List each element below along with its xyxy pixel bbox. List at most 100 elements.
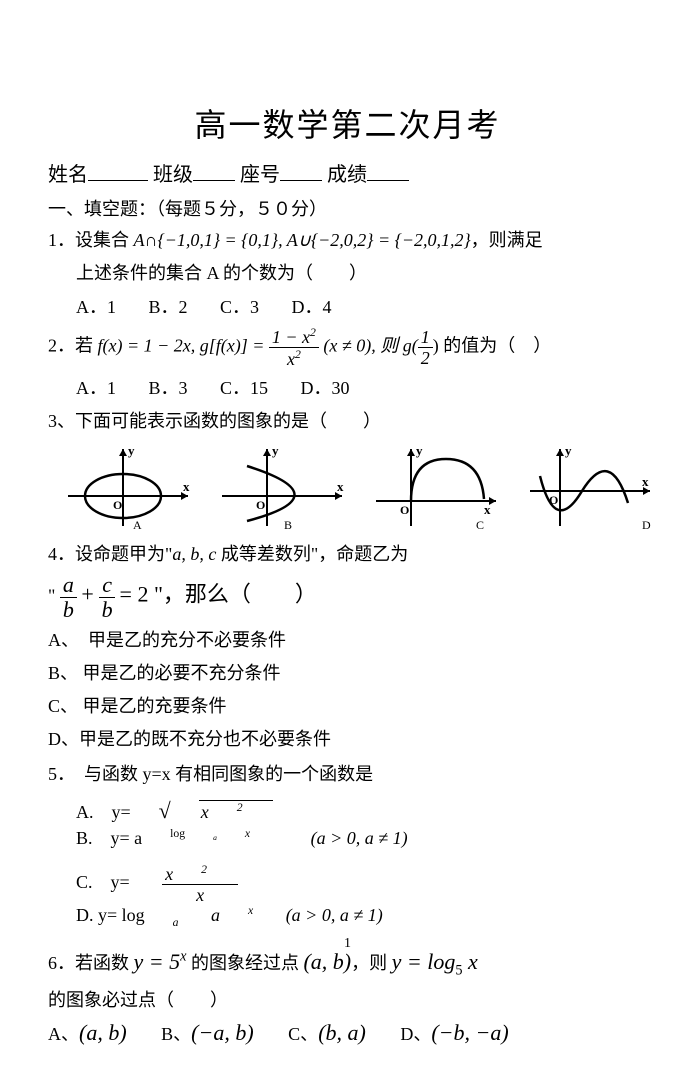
- q6a-v: (a, b): [79, 1020, 127, 1045]
- q5b-cond: (a > 0, a ≠ 1): [311, 828, 408, 849]
- q5a-rad: x: [201, 802, 209, 823]
- axis-x: x: [183, 479, 190, 494]
- q5c-num: x: [165, 865, 173, 883]
- score-blank[interactable]: [367, 160, 409, 181]
- graph-b: x y O B: [212, 441, 352, 531]
- q4-eq-post: = 2 "，那么（ ）: [120, 582, 317, 607]
- q6-y5: y = 5: [134, 949, 181, 974]
- q5-row2: C. y= x2x D. y= loga ax (a > 0, a ≠ 1): [48, 864, 647, 929]
- q6-y5x: y = 5x: [134, 949, 187, 974]
- axis-y: y: [416, 443, 423, 458]
- q6-x: x: [463, 949, 478, 974]
- q6-ylog: y = log5 x: [392, 949, 478, 974]
- q2-half-n: 1: [418, 328, 433, 348]
- graph-a: x y O A: [58, 441, 198, 531]
- q5-opt-d[interactable]: D. y= loga ax (a > 0, a ≠ 1): [76, 904, 411, 929]
- q6-line2: 的图象必过点（ ）: [48, 987, 647, 1014]
- page-number: 1: [0, 936, 695, 952]
- q2-num1: 1 − x: [272, 327, 310, 347]
- q4-plus: +: [81, 582, 99, 607]
- q4-b2: b: [99, 598, 115, 621]
- axis-y: y: [128, 443, 135, 458]
- class-blank[interactable]: [193, 160, 235, 181]
- q2-pre: 2．若: [48, 336, 98, 356]
- q6-mid1: 的图象经过点: [186, 953, 303, 973]
- q5d-cond: (a > 0, a ≠ 1): [286, 905, 383, 926]
- axis-x: x: [484, 502, 491, 517]
- q1-expr: A∩{−1,0,1} = {0,1}, A∪{−2,0,2} = {−2,0,1…: [134, 230, 471, 250]
- q2-half: 12: [418, 328, 433, 367]
- q6-opt-d[interactable]: D、(−b, −a): [400, 1020, 508, 1046]
- q6-pre: 6．若函数: [48, 953, 134, 973]
- q6-log: y = log: [392, 949, 456, 974]
- origin: O: [256, 498, 265, 512]
- q1-opt-d[interactable]: D．4: [292, 293, 332, 319]
- q6-opt-c[interactable]: C、(b, a): [288, 1020, 366, 1046]
- q6-opt-b[interactable]: B、(−a, b): [161, 1020, 254, 1046]
- q6-options: A、(a, b) B、(−a, b) C、(b, a) D、(−b, −a): [48, 1020, 647, 1046]
- origin: O: [549, 493, 558, 507]
- q4-opt-b[interactable]: B、 甲是乙的必要不充分条件: [48, 660, 647, 687]
- q2-post: ) 的值为（ ）: [433, 336, 552, 356]
- q4-b1: b: [60, 598, 77, 621]
- question-2: 2．若 f(x) = 1 − 2x, g[f(x)] = 1 − x2 x2 (…: [48, 327, 647, 368]
- seat-label: 座号: [240, 164, 280, 186]
- page-title: 高一数学第二次月考: [48, 100, 647, 146]
- q4-abc: a, b, c: [172, 544, 216, 564]
- origin: O: [400, 503, 409, 517]
- q1-opt-a[interactable]: A．1: [76, 293, 116, 319]
- q2-fx: f(x) = 1 − 2x, g[f(x)] =: [98, 336, 265, 356]
- q6-sub5: 5: [455, 962, 462, 978]
- q4-eq-pre: ": [48, 586, 60, 606]
- graph-d: x y O D: [520, 441, 660, 531]
- axis-y: y: [272, 443, 279, 458]
- section-heading: 一、填空题：（每题５分，５０分）: [48, 195, 647, 221]
- q5c-pre: C. y=: [76, 868, 130, 894]
- q4-eq: " ab + cb = 2 "，那么（ ）: [48, 574, 647, 621]
- q4-opt-c[interactable]: C、 甲是乙的充要条件: [48, 693, 647, 720]
- q1-line2: 上述条件的集合 A 的个数为（ ）: [48, 260, 647, 287]
- q2-options: A．1 B．3 C．15 D．30: [48, 374, 647, 400]
- label-d: D: [642, 518, 651, 531]
- q4-opt-d[interactable]: D、甲是乙的既不充分也不必要条件: [48, 726, 647, 753]
- q6d-v: (−b, −a): [431, 1020, 508, 1045]
- q1-opt-b[interactable]: B．2: [149, 293, 188, 319]
- q5b-pre: B. y= a: [76, 824, 142, 850]
- q5b-exp: log: [170, 827, 185, 840]
- q5-opt-c[interactable]: C. y= x2x: [76, 864, 294, 904]
- origin: O: [113, 498, 122, 512]
- q4-c: c: [99, 574, 115, 598]
- question-1: 1．设集合 A∩{−1,0,1} = {0,1}, A∪{−2,0,2} = {…: [48, 227, 647, 254]
- axis-y: y: [565, 443, 572, 458]
- q4-frac-ab: ab: [60, 574, 77, 621]
- axis-x: x: [337, 479, 344, 494]
- q2-opt-c[interactable]: C．15: [220, 374, 268, 400]
- q6-ab: (a, b): [303, 949, 351, 974]
- q5-opt-a[interactable]: A. y=√x2: [76, 798, 301, 824]
- q2-den1: x: [287, 349, 295, 369]
- q2-opt-b[interactable]: B．3: [149, 374, 188, 400]
- q5d-sub: a: [173, 916, 179, 929]
- question-4: 4．设命题甲为"a, b, c 成等差数列"，命题乙为: [48, 541, 647, 568]
- q1-pre: 1．设集合: [48, 230, 134, 250]
- q5-opt-b[interactable]: B. y= aloga x (a > 0, a ≠ 1): [76, 824, 436, 850]
- q2-opt-a[interactable]: A．1: [76, 374, 116, 400]
- q5a-pre: A. y=: [76, 798, 131, 824]
- q4-opt-a[interactable]: A、 甲是乙的充分不必要条件: [48, 627, 647, 654]
- q4-a: a: [60, 574, 77, 598]
- question-5: 5． 与函数 y=x 有相同图象的一个函数是: [48, 761, 647, 788]
- label-a: A: [133, 518, 142, 531]
- q6-opt-a[interactable]: A、(a, b): [48, 1020, 127, 1046]
- label-b: B: [284, 518, 292, 531]
- q2-opt-d[interactable]: D．30: [301, 374, 350, 400]
- q4-pre: 4．设命题甲为": [48, 544, 172, 564]
- graph-c: x y O C: [366, 441, 506, 531]
- info-line: 姓名 班级 座号 成绩: [48, 158, 647, 187]
- q6b-l: B、: [161, 1024, 191, 1044]
- seat-blank[interactable]: [280, 160, 322, 181]
- q1-opt-c[interactable]: C．3: [220, 293, 259, 319]
- q6b-v: (−a, b): [191, 1020, 254, 1045]
- name-blank[interactable]: [88, 160, 148, 181]
- label-c: C: [476, 518, 484, 531]
- class-label: 班级: [153, 164, 193, 186]
